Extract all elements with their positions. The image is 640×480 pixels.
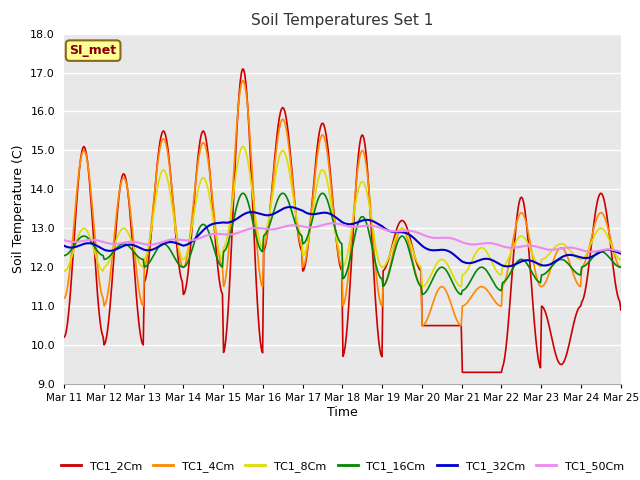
Line: TC1_16Cm: TC1_16Cm — [64, 193, 621, 294]
TC1_50Cm — [605, 247, 612, 252]
TC1_2Cm — [617, 307, 625, 313]
TC1_2Cm — [239, 66, 246, 72]
TC1_50Cm — [518, 244, 525, 250]
TC1_16Cm — [617, 264, 625, 270]
X-axis label: Time: Time — [327, 406, 358, 419]
TC1_4Cm — [393, 236, 401, 241]
TC1_16Cm — [606, 255, 614, 261]
TC1_2Cm — [60, 335, 68, 340]
TC1_50Cm — [324, 221, 332, 227]
TC1_8Cm — [519, 233, 527, 239]
TC1_32Cm — [617, 251, 625, 256]
TC1_4Cm — [419, 323, 426, 328]
TC1_16Cm — [279, 191, 287, 196]
TC1_50Cm — [60, 237, 68, 243]
TC1_2Cm — [606, 234, 614, 240]
TC1_50Cm — [393, 228, 401, 234]
TC1_8Cm — [60, 268, 68, 274]
TC1_4Cm — [326, 169, 333, 175]
TC1_8Cm — [606, 238, 614, 244]
TC1_16Cm — [326, 204, 333, 210]
TC1_32Cm — [285, 204, 293, 210]
TC1_2Cm — [329, 200, 337, 205]
TC1_2Cm — [393, 227, 401, 232]
TC1_8Cm — [326, 191, 333, 197]
TC1_32Cm — [326, 211, 333, 216]
Line: TC1_50Cm: TC1_50Cm — [64, 223, 621, 252]
Text: SI_met: SI_met — [70, 44, 116, 57]
TC1_4Cm — [329, 203, 337, 209]
TC1_32Cm — [519, 258, 527, 264]
Title: Soil Temperatures Set 1: Soil Temperatures Set 1 — [252, 13, 433, 28]
TC1_32Cm — [60, 243, 68, 249]
TC1_8Cm — [239, 144, 246, 149]
TC1_8Cm — [419, 284, 426, 289]
TC1_2Cm — [326, 162, 333, 168]
TC1_16Cm — [519, 257, 527, 263]
TC1_16Cm — [362, 220, 370, 226]
TC1_32Cm — [329, 213, 337, 218]
Y-axis label: Soil Temperature (C): Soil Temperature (C) — [12, 144, 25, 273]
Legend: TC1_2Cm, TC1_4Cm, TC1_8Cm, TC1_16Cm, TC1_32Cm, TC1_50Cm: TC1_2Cm, TC1_4Cm, TC1_8Cm, TC1_16Cm, TC1… — [56, 457, 628, 477]
TC1_50Cm — [617, 249, 625, 255]
TC1_32Cm — [362, 217, 370, 223]
TC1_2Cm — [362, 155, 370, 160]
TC1_8Cm — [393, 232, 401, 238]
TC1_4Cm — [239, 78, 246, 84]
TC1_4Cm — [606, 232, 614, 238]
TC1_4Cm — [617, 264, 625, 270]
TC1_16Cm — [393, 242, 401, 248]
TC1_16Cm — [419, 291, 426, 297]
TC1_32Cm — [393, 229, 401, 235]
TC1_50Cm — [362, 223, 370, 228]
TC1_2Cm — [519, 196, 527, 202]
Line: TC1_32Cm: TC1_32Cm — [64, 207, 621, 266]
TC1_4Cm — [362, 163, 370, 169]
TC1_8Cm — [617, 256, 625, 262]
TC1_8Cm — [362, 187, 370, 193]
TC1_50Cm — [328, 220, 335, 226]
TC1_16Cm — [60, 252, 68, 258]
TC1_32Cm — [503, 264, 511, 269]
Line: TC1_8Cm: TC1_8Cm — [64, 146, 621, 287]
TC1_8Cm — [329, 213, 337, 219]
TC1_2Cm — [458, 370, 466, 375]
TC1_16Cm — [329, 217, 337, 223]
TC1_50Cm — [329, 220, 337, 226]
TC1_4Cm — [60, 296, 68, 301]
TC1_4Cm — [519, 211, 527, 216]
TC1_32Cm — [606, 247, 614, 253]
Line: TC1_4Cm: TC1_4Cm — [64, 81, 621, 325]
Line: TC1_2Cm: TC1_2Cm — [64, 69, 621, 372]
